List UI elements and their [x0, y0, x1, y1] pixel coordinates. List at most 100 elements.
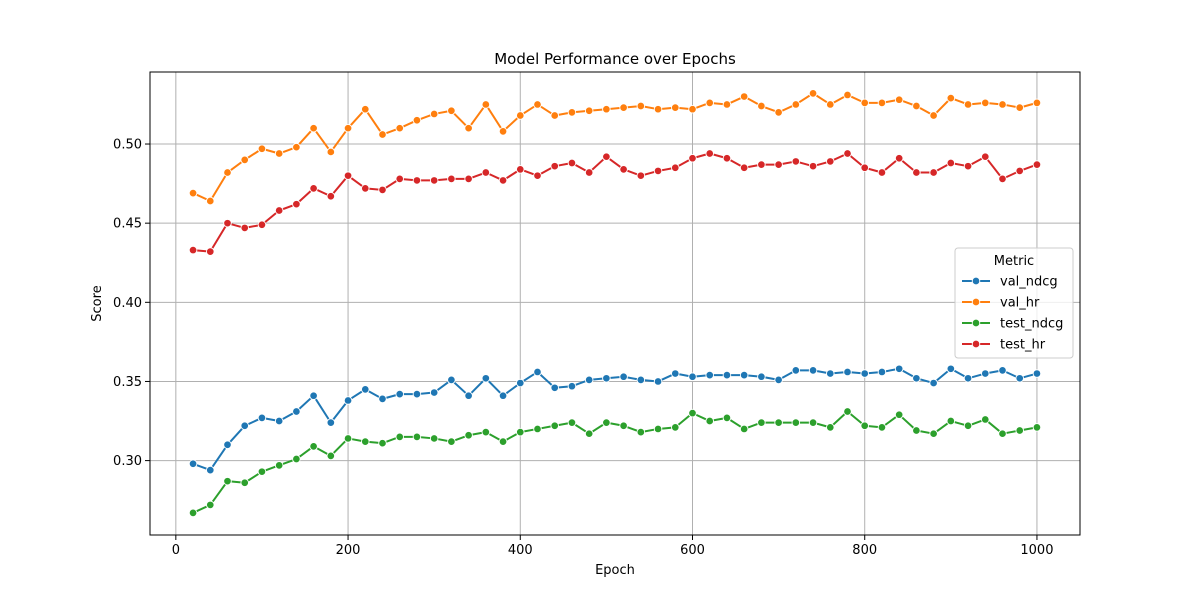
data-point — [826, 157, 835, 166]
legend-box — [954, 247, 1074, 359]
data-point — [912, 374, 921, 383]
data-point — [636, 101, 646, 111]
data-point — [739, 424, 749, 434]
data-point — [550, 383, 559, 393]
data-point — [1032, 423, 1042, 432]
data-point — [343, 171, 353, 180]
data-point — [516, 111, 525, 120]
data-point — [705, 149, 714, 158]
data-point — [498, 176, 508, 185]
data-point — [929, 429, 938, 438]
data-point — [257, 467, 267, 476]
data-point — [292, 454, 301, 464]
data-point — [739, 163, 749, 173]
data-point — [636, 171, 646, 180]
data-point — [688, 154, 697, 163]
data-point — [671, 103, 680, 112]
data-point — [481, 168, 491, 177]
data-point — [550, 421, 559, 431]
data-point — [1015, 374, 1024, 383]
data-point — [429, 109, 439, 119]
data-point — [223, 440, 232, 450]
legend-item: val_ndcg — [962, 275, 1058, 290]
data-point — [636, 375, 646, 385]
data-point — [309, 123, 318, 133]
legend-label: test_hr — [1000, 338, 1046, 353]
data-point — [981, 369, 990, 378]
data-point — [481, 374, 491, 383]
data-point — [361, 184, 370, 193]
data-point — [567, 108, 577, 117]
data-point — [671, 163, 680, 173]
data-point — [688, 104, 697, 114]
data-point — [722, 370, 732, 380]
data-point — [584, 429, 594, 438]
data-point — [309, 391, 318, 400]
data-point — [826, 423, 835, 432]
data-point — [877, 423, 887, 432]
data-point — [860, 421, 869, 431]
data-point — [274, 461, 284, 470]
data-point — [395, 432, 404, 442]
data-point — [688, 408, 697, 418]
series-test-ndcg — [188, 407, 1042, 518]
data-point — [946, 158, 956, 168]
data-point — [912, 426, 921, 435]
data-point — [516, 165, 525, 174]
y-axis-ticks: 0.30 0.35 0.40 0.45 0.50 — [113, 138, 150, 469]
data-point — [516, 378, 525, 388]
data-point — [946, 416, 956, 426]
data-point — [533, 367, 542, 377]
plot-area-frame — [149, 71, 1081, 536]
data-point — [412, 389, 422, 399]
legend-item: test_ndcg — [962, 317, 1063, 332]
x-tick-label: 1000 — [1020, 543, 1053, 558]
data-point — [981, 98, 990, 108]
data-point — [1015, 103, 1024, 112]
series-val-ndcg — [188, 364, 1042, 475]
data-point — [188, 459, 198, 469]
data-point — [929, 378, 938, 388]
data-point — [653, 377, 663, 386]
data-point — [602, 418, 611, 427]
data-point — [326, 147, 336, 157]
legend-label: val_hr — [1000, 296, 1040, 311]
data-point — [257, 220, 267, 229]
data-point — [877, 168, 887, 177]
legend-items: val_ndcg val_hr test_ndcg test_hr — [962, 275, 1063, 353]
x-axis-label: Epoch — [595, 563, 635, 578]
data-point — [378, 438, 387, 448]
data-point — [636, 427, 646, 437]
data-point — [567, 158, 577, 168]
data-point — [774, 160, 783, 169]
data-point — [257, 144, 267, 154]
gridlines — [150, 72, 1080, 535]
data-point — [584, 375, 594, 385]
data-point — [412, 432, 422, 442]
data-point — [791, 100, 801, 109]
data-point — [826, 369, 835, 378]
data-point — [584, 106, 594, 116]
y-tick-label: 0.45 — [113, 217, 142, 232]
data-point — [567, 381, 577, 391]
data-point — [602, 374, 611, 383]
legend-marker — [971, 339, 981, 349]
data-point — [447, 106, 456, 116]
x-axis-ticks: 0 200 400 600 800 1000 — [172, 535, 1053, 558]
data-point — [860, 369, 869, 378]
data-point — [395, 123, 404, 133]
data-point — [1015, 166, 1024, 176]
data-point — [395, 174, 404, 184]
legend-label: val_ndcg — [1000, 275, 1058, 290]
data-point — [671, 369, 680, 378]
x-tick-label: 400 — [508, 543, 533, 558]
series-test-hr — [188, 149, 1042, 256]
data-point — [981, 152, 990, 161]
legend-marker — [971, 318, 981, 328]
data-point — [946, 93, 956, 103]
y-tick-label: 0.35 — [113, 375, 142, 390]
data-point — [808, 418, 818, 427]
data-point — [774, 375, 783, 385]
data-point — [326, 192, 336, 201]
